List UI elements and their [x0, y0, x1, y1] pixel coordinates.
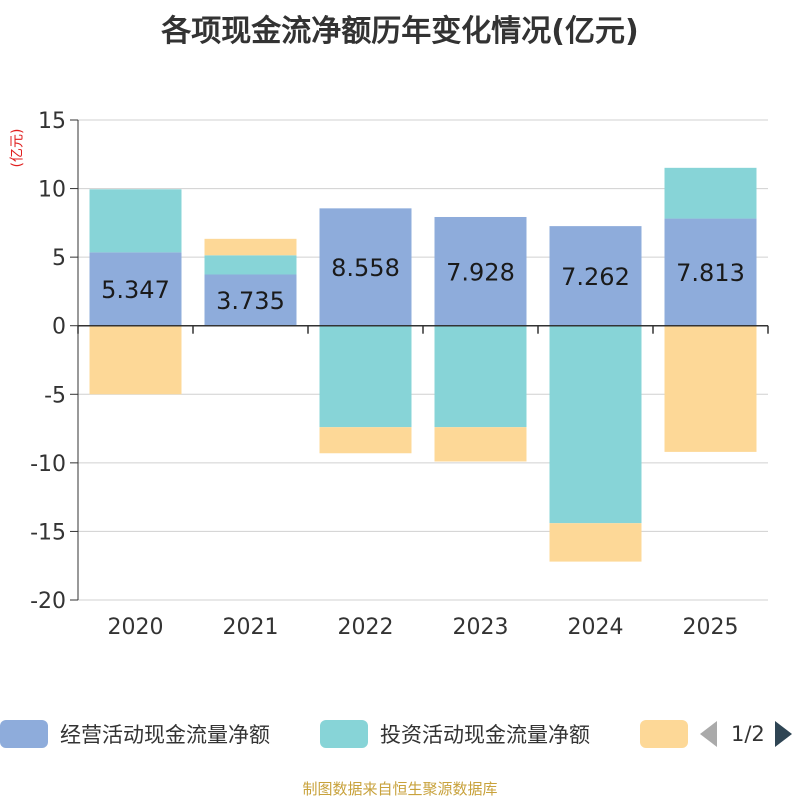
data-source-footer: 制图数据来自恒生聚源数据库	[302, 780, 498, 798]
legend-label-investing: 投资活动现金流量净额	[380, 723, 590, 747]
data-label: 7.262	[561, 263, 630, 291]
y-tick-label: -10	[30, 452, 66, 477]
x-tick-label: 2022	[338, 615, 394, 640]
legend-item-financing[interactable]	[640, 716, 700, 752]
bar-segment	[89, 252, 182, 326]
bar-segment	[434, 427, 527, 462]
data-label: 5.347	[101, 276, 170, 304]
y-tick-label: -20	[30, 589, 66, 614]
y-tick-label: -5	[44, 383, 66, 408]
bar-segment	[204, 238, 297, 256]
legend-item-investing[interactable]: 投资活动现金流量净额	[320, 716, 590, 752]
bar-segment	[549, 523, 642, 562]
legend-pager: 1/2	[700, 716, 800, 752]
legend-swatch-operating	[0, 720, 48, 748]
y-tick-label: 15	[38, 109, 66, 134]
data-label: 7.928	[446, 258, 515, 286]
y-tick-label: 5	[52, 246, 66, 271]
data-label: 7.813	[676, 259, 745, 287]
bar-segment	[549, 226, 642, 326]
x-tick-label: 2025	[683, 615, 739, 640]
y-tick-label: -15	[30, 520, 66, 545]
x-tick-label: 2021	[223, 615, 279, 640]
bar-chart: 15 10 5 0 -5 -10 -15 -20 5.347 3.735 8.558 7.928 7.2…	[30, 109, 769, 640]
bar-segment	[89, 325, 182, 395]
bar-segment	[89, 189, 182, 253]
bar-segment	[204, 255, 297, 275]
legend-label-operating: 经营活动现金流量净额	[60, 723, 270, 747]
x-tick-label: 2023	[453, 615, 509, 640]
bar-segment	[434, 325, 527, 428]
x-tick-label: 2024	[568, 615, 624, 640]
bar-segment	[549, 325, 642, 524]
bar-segment	[319, 427, 412, 454]
legend-prev-arrow-icon[interactable]	[700, 721, 717, 747]
legend-swatch-investing	[320, 720, 368, 748]
chart-title: 各项现金流净额历年变化情况(亿元)	[161, 14, 639, 49]
bar-segment	[434, 216, 527, 326]
bar-segment	[664, 218, 757, 326]
bar-segment	[319, 325, 412, 428]
data-label: 8.558	[331, 254, 400, 282]
legend-page-number: 1/2	[731, 722, 765, 746]
data-label: 3.735	[216, 287, 285, 315]
bar-segment	[664, 167, 757, 219]
legend-item-operating[interactable]: 经营活动现金流量净额	[0, 716, 270, 752]
y-tick-label: 10	[38, 178, 66, 203]
legend-swatch-financing	[640, 720, 688, 748]
legend: 经营活动现金流量净额 投资活动现金流量净额	[0, 716, 800, 752]
bar-segment	[664, 325, 757, 452]
legend-next-arrow-icon[interactable]	[774, 721, 792, 747]
x-tick-label: 2020	[108, 615, 164, 640]
y-tick-label: 0	[52, 315, 66, 340]
bar-segment	[204, 274, 297, 326]
bar-segment	[319, 208, 412, 326]
